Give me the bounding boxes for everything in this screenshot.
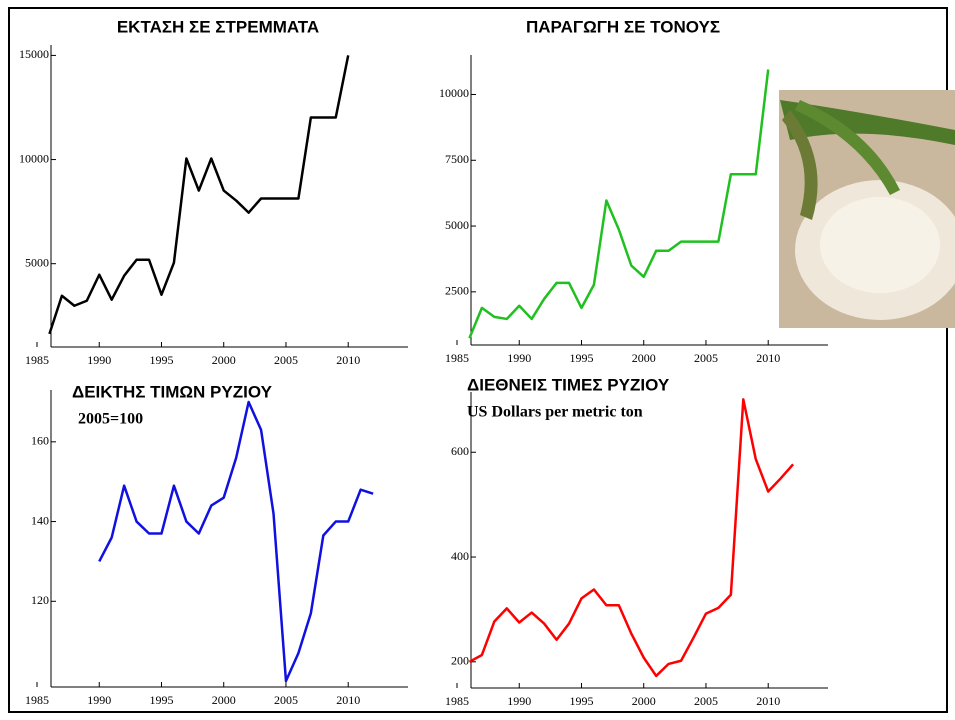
chart-title: ΕΚΤΑΣΗ ΣΕ ΣΤΡΕΜΜΑΤΑ [117, 17, 319, 36]
x-tick-label: 1985 [445, 351, 469, 365]
x-tick-label: 1995 [569, 351, 593, 365]
chart-subtitle: US Dollars per metric ton [467, 404, 643, 421]
y-tick-label: 10000 [439, 86, 469, 100]
x-tick-label: 1995 [149, 353, 173, 367]
x-tick-label: 2000 [212, 353, 236, 367]
y-tick-label: 15000 [19, 47, 49, 61]
chart-title: ΔΙΕΘΝΕΙΣ ΤΙΜΕΣ ΡΥΖΙΟΥ [467, 375, 670, 394]
x-tick-label: 1995 [149, 693, 173, 707]
x-tick-label: 1985 [25, 693, 49, 707]
x-tick-label: 2010 [756, 694, 780, 708]
chart-title: ΠΑΡΑΓΩΓΗ ΣΕ ΤΟΝΟΥΣ [526, 17, 720, 36]
y-tick-label: 120 [31, 593, 49, 607]
line [468, 69, 770, 339]
x-tick-label: 2005 [694, 351, 718, 365]
line [468, 398, 795, 678]
x-tick-label: 2000 [212, 693, 236, 707]
x-tick-label: 1990 [507, 351, 531, 365]
x-tick-label: 2000 [632, 694, 656, 708]
y-tick-label: 5000 [445, 218, 469, 232]
y-tick-label: 200 [451, 654, 469, 668]
y-tick-label: 2500 [445, 284, 469, 298]
x-tick-label: 2005 [694, 694, 718, 708]
x-tick-label: 1985 [25, 353, 49, 367]
x-tick-label: 2010 [336, 353, 360, 367]
y-tick-label: 7500 [445, 152, 469, 166]
x-tick-label: 2005 [274, 353, 298, 367]
line [48, 55, 350, 335]
y-tick-label: 160 [31, 434, 49, 448]
x-tick-label: 1995 [569, 694, 593, 708]
x-tick-label: 1990 [87, 353, 111, 367]
y-tick-label: 400 [451, 549, 469, 563]
y-tick-label: 600 [451, 444, 469, 458]
x-tick-label: 2000 [632, 351, 656, 365]
line [98, 400, 374, 683]
chart-title: ΔΕΙΚΤΗΣ ΤΙΜΩΝ ΡΥΖΙΟΥ [72, 382, 273, 401]
frame [8, 7, 948, 713]
x-tick-label: 1985 [445, 694, 469, 708]
x-tick-label: 1990 [87, 693, 111, 707]
x-tick-label: 1990 [507, 694, 531, 708]
y-tick-label: 10000 [19, 151, 49, 165]
x-tick-label: 2005 [274, 693, 298, 707]
x-tick-label: 2010 [336, 693, 360, 707]
chart-subtitle: 2005=100 [78, 411, 143, 428]
x-tick-label: 2010 [756, 351, 780, 365]
y-tick-label: 140 [31, 513, 49, 527]
y-tick-label: 5000 [25, 255, 49, 269]
rice-photo [779, 90, 955, 328]
